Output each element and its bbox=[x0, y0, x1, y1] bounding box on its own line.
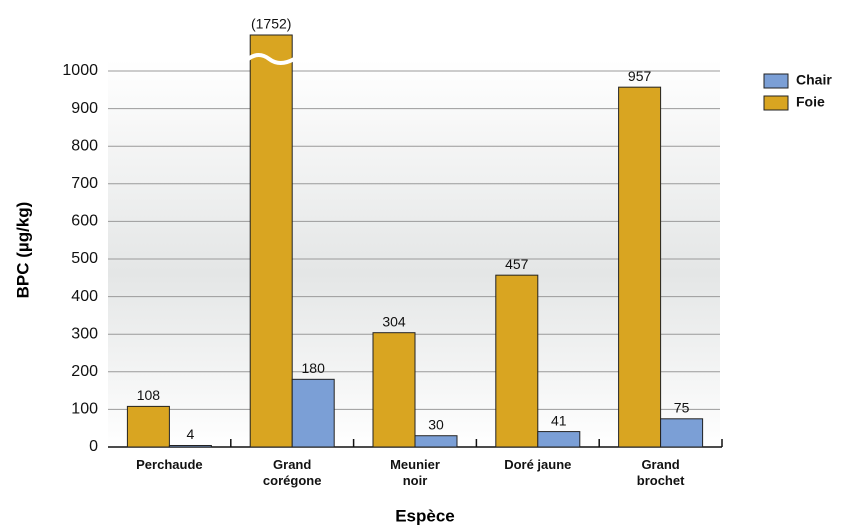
x-tick-label: Grand corégone bbox=[262, 457, 322, 488]
bar bbox=[495, 274, 539, 448]
y-tick-label: 900 bbox=[71, 100, 98, 117]
x-tick-label: Doré jaune bbox=[504, 457, 572, 472]
bar bbox=[249, 34, 293, 448]
bar bbox=[168, 444, 212, 448]
bar bbox=[291, 378, 335, 448]
y-tick-label: 300 bbox=[71, 325, 98, 342]
legend-label: Foie bbox=[796, 94, 825, 110]
bar bbox=[660, 418, 704, 448]
value-label: 75 bbox=[674, 400, 690, 416]
y-axis-label: BPC (µg/kg) bbox=[13, 202, 32, 299]
value-label: 4 bbox=[187, 426, 195, 442]
y-tick-label: 600 bbox=[71, 213, 98, 230]
x-tick-label: Meunier noir bbox=[390, 457, 440, 488]
axis-break bbox=[246, 53, 296, 65]
bar bbox=[372, 332, 416, 448]
bar bbox=[537, 431, 581, 448]
y-tick-label: 400 bbox=[71, 288, 98, 305]
y-tick-label: 200 bbox=[71, 363, 98, 380]
legend-label: Chair bbox=[796, 72, 832, 88]
value-label: 304 bbox=[382, 313, 406, 329]
value-label: 957 bbox=[628, 68, 652, 84]
y-tick-label: 500 bbox=[71, 250, 98, 267]
bar bbox=[618, 86, 662, 448]
y-tick-label: 800 bbox=[71, 137, 98, 154]
y-tick-label: 700 bbox=[71, 175, 98, 192]
y-tick-label: 0 bbox=[89, 438, 98, 455]
value-label: 457 bbox=[505, 256, 529, 272]
value-label: 41 bbox=[551, 412, 567, 428]
bar bbox=[414, 435, 458, 448]
legend-swatch bbox=[763, 95, 789, 111]
value-label: 108 bbox=[137, 387, 161, 403]
bar bbox=[126, 405, 170, 448]
x-tick-label: Grand brochet bbox=[636, 457, 685, 488]
legend-swatch bbox=[763, 73, 789, 89]
value-label: 180 bbox=[302, 360, 326, 376]
y-tick-label: 1000 bbox=[62, 62, 98, 79]
value-label: 30 bbox=[428, 416, 444, 432]
value-label: (1752) bbox=[251, 16, 291, 32]
y-tick-label: 100 bbox=[71, 401, 98, 418]
x-tick-label: Perchaude bbox=[136, 457, 203, 472]
x-axis-label: Espèce bbox=[395, 506, 455, 525]
